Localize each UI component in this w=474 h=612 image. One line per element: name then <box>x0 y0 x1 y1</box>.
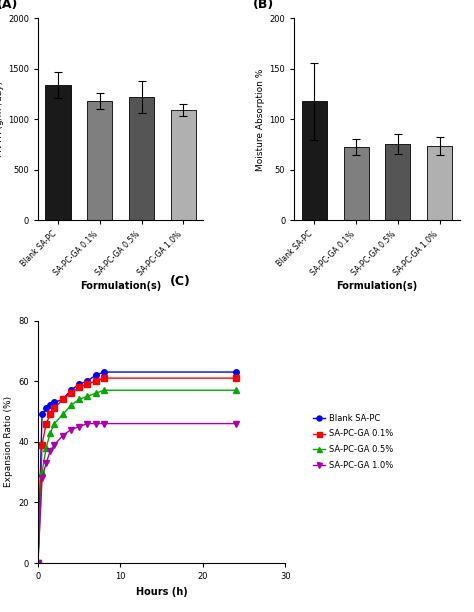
Y-axis label: Moisture Absorption %: Moisture Absorption % <box>256 68 265 171</box>
Blank SA-PC <box>43 405 49 412</box>
SA-PC-GA 1.0% <box>84 420 90 427</box>
Text: (C): (C) <box>170 275 191 288</box>
SA-PC-GA 1.0% <box>47 447 53 455</box>
SA-PC-GA 0.1% <box>84 381 90 388</box>
Bar <box>385 144 410 220</box>
SA-PC-GA 1.0% <box>93 420 99 427</box>
Line: SA-PC-GA 0.5%: SA-PC-GA 0.5% <box>35 387 238 566</box>
Blank SA-PC <box>76 381 82 388</box>
SA-PC-GA 0.1% <box>39 441 45 449</box>
SA-PC-GA 0.1% <box>52 405 57 412</box>
Bar <box>129 97 154 220</box>
Blank SA-PC <box>84 378 90 385</box>
Blank SA-PC <box>233 368 238 376</box>
Blank SA-PC <box>47 401 53 409</box>
Blank SA-PC <box>35 559 41 567</box>
Blank SA-PC <box>93 371 99 379</box>
Blank SA-PC <box>60 396 65 403</box>
SA-PC-GA 0.5% <box>60 411 65 418</box>
Bar <box>302 101 327 220</box>
SA-PC-GA 0.5% <box>93 390 99 397</box>
SA-PC-GA 0.1% <box>93 378 99 385</box>
Text: (A): (A) <box>0 0 18 11</box>
SA-PC-GA 0.5% <box>35 559 41 567</box>
Text: (B): (B) <box>253 0 274 11</box>
SA-PC-GA 0.5% <box>47 429 53 436</box>
SA-PC-GA 0.1% <box>233 375 238 382</box>
Bar <box>344 147 369 220</box>
Blank SA-PC <box>39 411 45 418</box>
Bar <box>46 85 71 220</box>
SA-PC-GA 0.5% <box>76 396 82 403</box>
X-axis label: Formulation(s): Formulation(s) <box>337 282 418 291</box>
SA-PC-GA 1.0% <box>60 432 65 439</box>
SA-PC-GA 0.1% <box>47 411 53 418</box>
Legend: Blank SA-PC, SA-PC-GA 0.1%, SA-PC-GA 0.5%, SA-PC-GA 1.0%: Blank SA-PC, SA-PC-GA 0.1%, SA-PC-GA 0.5… <box>310 411 397 473</box>
SA-PC-GA 1.0% <box>39 474 45 482</box>
SA-PC-GA 1.0% <box>76 423 82 430</box>
SA-PC-GA 1.0% <box>52 441 57 449</box>
SA-PC-GA 1.0% <box>101 420 107 427</box>
X-axis label: Formulation(s): Formulation(s) <box>80 282 161 291</box>
Line: SA-PC-GA 0.1%: SA-PC-GA 0.1% <box>35 375 238 566</box>
SA-PC-GA 0.1% <box>101 375 107 382</box>
SA-PC-GA 0.1% <box>35 559 41 567</box>
Y-axis label: MVTR (g/m²/day): MVTR (g/m²/day) <box>0 81 4 157</box>
Bar <box>87 101 112 220</box>
Blank SA-PC <box>101 368 107 376</box>
SA-PC-GA 0.1% <box>76 384 82 391</box>
SA-PC-GA 0.1% <box>60 396 65 403</box>
Bar <box>427 146 452 220</box>
SA-PC-GA 1.0% <box>43 460 49 467</box>
SA-PC-GA 0.1% <box>43 420 49 427</box>
SA-PC-GA 0.1% <box>68 390 74 397</box>
X-axis label: Hours (h): Hours (h) <box>136 587 187 597</box>
SA-PC-GA 1.0% <box>68 426 74 433</box>
SA-PC-GA 0.5% <box>39 468 45 476</box>
SA-PC-GA 1.0% <box>233 420 238 427</box>
Y-axis label: Expansion Ratio (%): Expansion Ratio (%) <box>4 396 13 487</box>
SA-PC-GA 0.5% <box>101 387 107 394</box>
SA-PC-GA 0.5% <box>84 393 90 400</box>
Blank SA-PC <box>52 398 57 406</box>
Bar <box>171 110 196 220</box>
SA-PC-GA 1.0% <box>35 559 41 567</box>
Blank SA-PC <box>68 387 74 394</box>
SA-PC-GA 0.5% <box>52 420 57 427</box>
SA-PC-GA 0.5% <box>68 401 74 409</box>
Line: Blank SA-PC: Blank SA-PC <box>35 369 238 566</box>
Line: SA-PC-GA 1.0%: SA-PC-GA 1.0% <box>35 421 238 566</box>
SA-PC-GA 0.5% <box>43 444 49 452</box>
SA-PC-GA 0.5% <box>233 387 238 394</box>
